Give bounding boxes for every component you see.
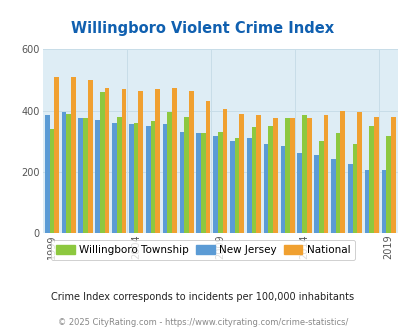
- Bar: [217, 132, 222, 233]
- Bar: [205, 101, 210, 233]
- Bar: [251, 127, 256, 233]
- Bar: [188, 91, 193, 233]
- Bar: [88, 80, 92, 233]
- Bar: [373, 116, 378, 233]
- Bar: [78, 118, 83, 233]
- Bar: [364, 170, 369, 233]
- Bar: [54, 77, 59, 233]
- Bar: [256, 115, 260, 233]
- Bar: [323, 115, 328, 233]
- Bar: [246, 138, 251, 233]
- Bar: [230, 141, 234, 233]
- Bar: [381, 170, 385, 233]
- Bar: [71, 77, 76, 233]
- Bar: [100, 92, 104, 233]
- Bar: [385, 137, 390, 233]
- Bar: [301, 115, 306, 233]
- Legend: Willingboro Township, New Jersey, National: Willingboro Township, New Jersey, Nation…: [51, 240, 354, 260]
- Bar: [62, 112, 66, 233]
- Bar: [296, 153, 301, 233]
- Text: Crime Index corresponds to incidents per 100,000 inhabitants: Crime Index corresponds to incidents per…: [51, 292, 354, 302]
- Bar: [49, 129, 54, 233]
- Bar: [129, 124, 133, 233]
- Bar: [121, 89, 126, 233]
- Bar: [285, 118, 289, 233]
- Bar: [356, 112, 361, 233]
- Bar: [263, 144, 268, 233]
- Bar: [117, 116, 121, 233]
- Bar: [273, 118, 277, 233]
- Bar: [390, 116, 395, 233]
- Bar: [200, 133, 205, 233]
- Bar: [112, 123, 117, 233]
- Bar: [83, 118, 88, 233]
- Bar: [172, 88, 177, 233]
- Bar: [162, 124, 167, 233]
- Bar: [95, 120, 100, 233]
- Bar: [222, 109, 227, 233]
- Bar: [347, 164, 352, 233]
- Bar: [45, 115, 49, 233]
- Bar: [179, 132, 184, 233]
- Bar: [138, 91, 143, 233]
- Bar: [104, 88, 109, 233]
- Bar: [318, 141, 323, 233]
- Bar: [369, 126, 373, 233]
- Bar: [280, 146, 285, 233]
- Bar: [213, 137, 217, 233]
- Text: Willingboro Violent Crime Index: Willingboro Violent Crime Index: [71, 21, 334, 36]
- Bar: [313, 155, 318, 233]
- Bar: [289, 118, 294, 233]
- Bar: [330, 159, 335, 233]
- Bar: [196, 133, 200, 233]
- Bar: [167, 112, 172, 233]
- Bar: [66, 114, 71, 233]
- Bar: [150, 121, 155, 233]
- Bar: [268, 126, 273, 233]
- Text: © 2025 CityRating.com - https://www.cityrating.com/crime-statistics/: © 2025 CityRating.com - https://www.city…: [58, 318, 347, 327]
- Bar: [184, 116, 188, 233]
- Bar: [133, 123, 138, 233]
- Bar: [234, 138, 239, 233]
- Bar: [155, 89, 160, 233]
- Bar: [306, 118, 311, 233]
- Bar: [352, 144, 356, 233]
- Bar: [335, 133, 340, 233]
- Bar: [145, 126, 150, 233]
- Bar: [340, 111, 344, 233]
- Bar: [239, 114, 243, 233]
